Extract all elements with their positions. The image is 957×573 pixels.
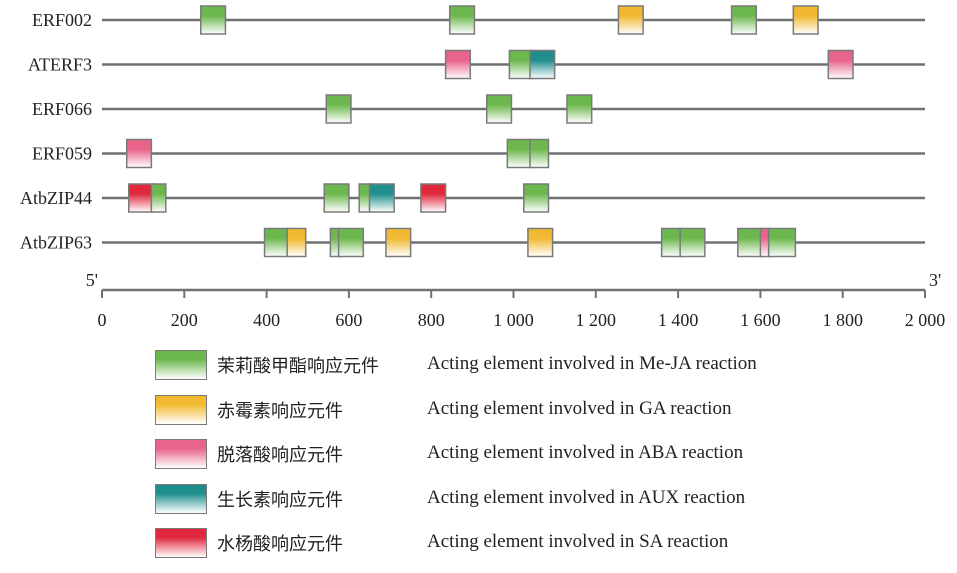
legend-label-cn: 水杨酸响应元件	[217, 534, 343, 555]
element-box-aba	[827, 49, 854, 80]
legend-item: 生长素响应元件 Acting element involved in AUX re…	[155, 483, 935, 529]
gene-row: ATERF3	[28, 49, 925, 80]
legend-swatch-meja	[155, 350, 207, 380]
x-axis: 0 200 400 600 800 1 000 1 200 1 400 1 600 1 800 2 …	[86, 270, 946, 330]
tick-label: 200	[171, 310, 198, 330]
element-box-meja	[767, 227, 797, 258]
element-box-meja	[486, 94, 513, 124]
tick-label: 2 000	[905, 310, 946, 330]
tick-label: 800	[418, 310, 445, 330]
legend-swatch-sa	[155, 528, 207, 558]
gene-label: AtbZIP63	[20, 233, 92, 253]
gene-label: ERF059	[32, 144, 92, 164]
legend-label-en: Acting element involved in Me-JA reactio…	[427, 353, 757, 374]
element-box-meja	[448, 5, 476, 35]
end-label-5prime: 5'	[86, 270, 98, 290]
legend-label-cn: 脱落酸响应元件	[217, 445, 343, 466]
end-label-3prime: 3'	[929, 270, 941, 290]
element-box-meja	[325, 94, 352, 124]
element-box-meja	[150, 183, 167, 213]
tick-label: 1 600	[740, 310, 781, 330]
legend-label-en: Acting element involved in ABA reaction	[427, 442, 744, 463]
tick-label: 1 000	[493, 310, 534, 330]
element-box-ga	[527, 227, 554, 258]
tick-label: 0	[98, 310, 107, 330]
gene-row: ERF066	[32, 94, 925, 124]
gene-label: ATERF3	[28, 55, 92, 75]
legend-item: 水杨酸响应元件 Acting element involved in SA rea…	[155, 528, 935, 573]
element-box-ga	[617, 5, 644, 35]
element-box-aux	[529, 49, 556, 80]
legend-label-cn: 茉莉酸甲酯响应元件	[217, 356, 379, 377]
element-box-meja	[730, 5, 758, 35]
legend-item: 赤霉素响应元件 Acting element involved in GA rea…	[155, 394, 935, 440]
legend-item: 茉莉酸甲酯响应元件 Acting element involved in Me-J…	[155, 350, 935, 395]
element-box-ga	[792, 5, 819, 35]
legend-swatch-aux	[155, 483, 207, 514]
element-box-meja	[737, 227, 764, 258]
gene-label: ERF002	[32, 10, 92, 30]
legend-label-en: Acting element involved in SA reaction	[427, 531, 729, 552]
element-box-meja	[523, 183, 550, 213]
element-box-meja	[263, 227, 290, 258]
element-box-aba	[444, 49, 472, 80]
element-box-meja	[529, 138, 550, 169]
gene-rows: ERF002 ATERF3 ERF066 ERF059 AtbZIP44 AtbZIP63	[20, 5, 925, 258]
element-box-meja	[337, 227, 365, 258]
gene-row: AtbZIP63	[20, 227, 925, 258]
tick-label: 400	[253, 310, 280, 330]
element-box-meja	[660, 227, 683, 258]
gene-label: AtbZIP44	[20, 188, 92, 208]
element-box-meja	[508, 49, 533, 80]
element-box-aux	[368, 183, 395, 213]
gene-row: ERF002	[32, 5, 925, 35]
tick-label: 600	[335, 310, 362, 330]
legend-label-cn: 赤霉素响应元件	[217, 400, 343, 422]
gene-label: ERF066	[32, 99, 92, 119]
element-box-meja	[506, 138, 533, 169]
legend-label-cn: 生长素响应元件	[217, 489, 343, 511]
element-box-aba	[125, 138, 153, 169]
element-box-ga	[385, 227, 412, 258]
tick-label: 1 400	[658, 310, 699, 330]
legend-label-en: Acting element involved in GA reaction	[427, 397, 732, 419]
element-box-sa	[127, 183, 155, 213]
gene-row: ERF059	[32, 138, 925, 169]
legend-label-en: Acting element involved in AUX reaction	[427, 486, 746, 508]
legend-swatch-ga	[155, 394, 207, 425]
element-box-sa	[420, 183, 447, 213]
gene-row: AtbZIP44	[20, 183, 925, 213]
tick-label: 1 800	[822, 310, 863, 330]
gene-structure-chart: ERF002 ATERF3 ERF066 ERF059 AtbZIP44 AtbZIP63…	[20, 5, 946, 330]
element-box-meja	[566, 94, 593, 124]
legend: 茉莉酸甲酯响应元件 Acting element involved in Me-J…	[155, 350, 935, 573]
legend-item: 脱落酸响应元件 Acting element involved in ABA re…	[155, 439, 935, 484]
legend-swatch-aba	[155, 439, 207, 469]
element-box-meja	[200, 5, 227, 35]
element-box-ga	[286, 227, 307, 258]
element-box-meja	[323, 183, 350, 213]
element-box-meja	[679, 227, 706, 258]
tick-label: 1 200	[576, 310, 617, 330]
